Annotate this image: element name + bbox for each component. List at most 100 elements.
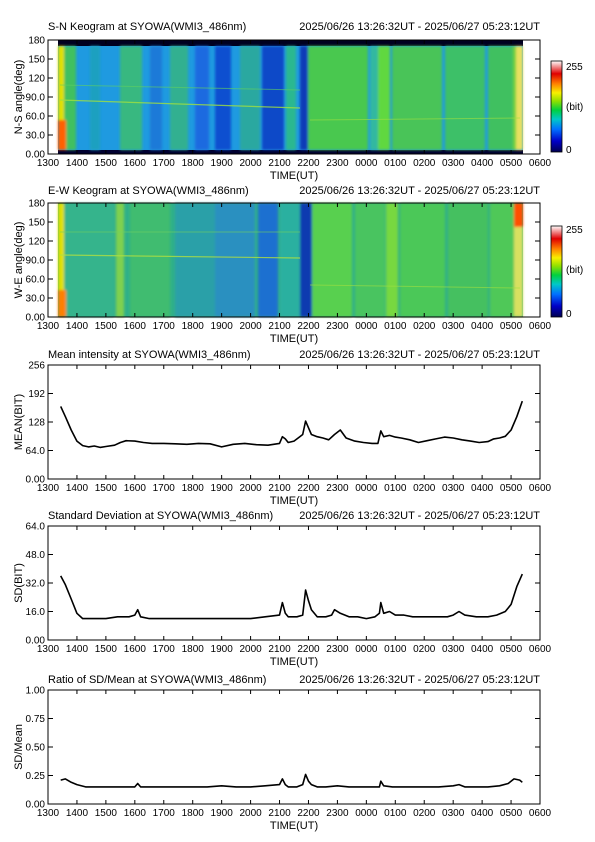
sn-title-right: 2025/06/26 13:26:32UT - 2025/06/27 05:23… <box>299 21 540 33</box>
ew-y-tick-label: 90.0 <box>26 256 46 267</box>
ew-x-tick-label: 1400 <box>66 321 89 332</box>
mean-x-tick-label: 1300 <box>37 483 60 494</box>
mean-y-tick-label: 256 <box>28 361 45 372</box>
ew-title-left: E-W Keogram at SYOWA(WMI3_486nm) <box>48 185 249 197</box>
ratio-panel: Ratio of SD/Mean at SYOWA(WMI3_486nm) 20… <box>13 674 552 832</box>
sd-x-tick-label: 1600 <box>124 644 147 655</box>
mean-y-tick-label: 64.0 <box>26 446 46 457</box>
ratio-y-tick-label: 0.25 <box>26 771 46 782</box>
ew-y-tick-label: 120 <box>28 237 45 248</box>
ew-x-tick-label: 0600 <box>529 321 552 332</box>
ew-keogram-panel: E-W Keogram at SYOWA(WMI3_486nm) 2025/06… <box>13 185 583 345</box>
mean-y-tick-label: 0.00 <box>26 475 46 486</box>
mean-x-tick-label: 0200 <box>413 483 436 494</box>
mean-x-tick-label: 2200 <box>297 483 320 494</box>
sn-x-tick-label: 2100 <box>268 158 291 169</box>
ew-x-tick-label: 1300 <box>37 321 60 332</box>
mean-x-tick-label: 0300 <box>442 483 465 494</box>
sd-x-tick-label: 0600 <box>529 644 552 655</box>
ratio-x-tick-label: 0000 <box>355 808 378 819</box>
sd-y-tick-label: 32.0 <box>26 579 46 590</box>
ratio-x-tick-label: 1800 <box>182 808 205 819</box>
mean-x-tick-label: 1600 <box>124 483 147 494</box>
sn-x-tick-label: 1600 <box>124 158 147 169</box>
ew-colorbar-unit-label: (bit) <box>566 265 583 276</box>
sn-x-tick-label: 1800 <box>182 158 205 169</box>
sd-x-tick-label: 1400 <box>66 644 89 655</box>
mean-title-left: Mean intensity at SYOWA(WMI3_486nm) <box>48 349 251 361</box>
sn-keogram-image <box>48 40 540 154</box>
ratio-x-tick-label: 2300 <box>326 808 349 819</box>
mean-intensity-panel: Mean intensity at SYOWA(WMI3_486nm) 2025… <box>13 349 552 507</box>
ew-y-tick-label: 150 <box>28 218 45 229</box>
ratio-x-tick-label: 0100 <box>384 808 407 819</box>
ratio-x-tick-label: 0300 <box>442 808 465 819</box>
mean-y-tick-label: 128 <box>28 418 45 429</box>
ew-x-tick-label: 1900 <box>211 321 234 332</box>
sn-x-tick-label: 0300 <box>442 158 465 169</box>
ew-x-tick-label: 0400 <box>471 321 494 332</box>
ratio-y-axis: 0.00 0.25 0.50 0.75 1.00 <box>26 686 540 811</box>
sd-x-tick-label: 2300 <box>326 644 349 655</box>
ew-xlabel: TIME(UT) <box>270 333 318 345</box>
sd-x-tick-label: 1800 <box>182 644 205 655</box>
ratio-y-tick-label: 1.00 <box>26 686 46 697</box>
sn-x-tick-label: 0000 <box>355 158 378 169</box>
mean-plot-frame <box>47 364 541 480</box>
mean-x-tick-label: 0600 <box>529 483 552 494</box>
sn-x-tick-label: 2300 <box>326 158 349 169</box>
sn-x-tick-label: 2200 <box>297 158 320 169</box>
sd-x-tick-label: 0200 <box>413 644 436 655</box>
ew-y-tick-label: 60.0 <box>26 275 46 286</box>
ew-x-tick-label: 1700 <box>153 321 176 332</box>
ratio-x-tick-label: 2000 <box>239 808 262 819</box>
sn-title-left: S-N Keogram at SYOWA(WMI3_486nm) <box>48 21 246 33</box>
mean-title-right: 2025/06/26 13:26:32UT - 2025/06/27 05:23… <box>299 349 540 361</box>
sd-y-tick-label: 0.00 <box>26 636 46 647</box>
sd-y-tick-label: 16.0 <box>26 607 46 618</box>
sd-x-tick-label: 1900 <box>211 644 234 655</box>
sn-x-tick-label: 2000 <box>239 158 262 169</box>
sd-y-tick-label: 48.0 <box>26 550 46 561</box>
ratio-x-tick-label: 1400 <box>66 808 89 819</box>
sn-y-tick-label: 90.0 <box>26 93 46 104</box>
sn-x-axis: 1300 1400 1500 1600 1700 1800 1900 2000 2100 2200… <box>37 40 552 169</box>
ew-ylabel: W-E angle(deg) <box>13 222 25 299</box>
ew-colorbar: 255 (bit) 0 <box>550 225 583 320</box>
mean-x-tick-label: 1800 <box>182 483 205 494</box>
sn-x-tick-label: 1400 <box>66 158 89 169</box>
ratio-y-tick-label: 0.00 <box>26 800 46 811</box>
mean-x-axis: 1300 1400 1500 1600 1700 1800 1900 2000 2100 2200… <box>37 365 552 494</box>
ew-x-axis: 1300 1400 1500 1600 1700 1800 1900 2000 2100 2200… <box>37 203 552 332</box>
sd-title-left: Standard Deviation at SYOWA(WMI3_486nm) <box>48 510 273 522</box>
sd-x-tick-label: 2000 <box>239 644 262 655</box>
mean-y-tick-label: 192 <box>28 389 45 400</box>
sn-x-tick-label: 0100 <box>384 158 407 169</box>
sd-x-axis: 1300 1400 1500 1600 1700 1800 1900 2000 2100 2200… <box>37 526 552 655</box>
ratio-x-tick-label: 0500 <box>500 808 523 819</box>
sn-ylabel: N-S angle(deg) <box>13 60 25 135</box>
mean-x-tick-label: 2000 <box>239 483 262 494</box>
ratio-series-line-0 <box>60 773 523 788</box>
mean-x-tick-label: 2300 <box>326 483 349 494</box>
ew-colorbar-min-label: 0 <box>566 309 572 320</box>
ratio-xlabel: TIME(UT) <box>270 820 318 832</box>
ratio-x-tick-label: 1500 <box>95 808 118 819</box>
sd-x-tick-label: 1700 <box>153 644 176 655</box>
mean-ylabel: MEAN(BIT) <box>13 394 25 450</box>
ratio-x-tick-label: 1300 <box>37 808 60 819</box>
sd-y-tick-label: 64.0 <box>26 522 46 533</box>
ratio-title-left: Ratio of SD/Mean at SYOWA(WMI3_486nm) <box>48 674 266 686</box>
mean-x-tick-label: 0400 <box>471 483 494 494</box>
sn-x-tick-label: 1300 <box>37 158 60 169</box>
sn-x-tick-label: 1500 <box>95 158 118 169</box>
ew-x-tick-label: 2100 <box>268 321 291 332</box>
sn-y-tick-label: 150 <box>28 55 45 66</box>
ew-title-right: 2025/06/26 13:26:32UT - 2025/06/27 05:23… <box>299 185 540 197</box>
ew-x-tick-label: 2000 <box>239 321 262 332</box>
ew-y-tick-label: 180 <box>28 199 45 210</box>
ew-x-tick-label: 1600 <box>124 321 147 332</box>
mean-xlabel: TIME(UT) <box>270 495 318 507</box>
std-dev-panel: Standard Deviation at SYOWA(WMI3_486nm) … <box>13 510 552 668</box>
